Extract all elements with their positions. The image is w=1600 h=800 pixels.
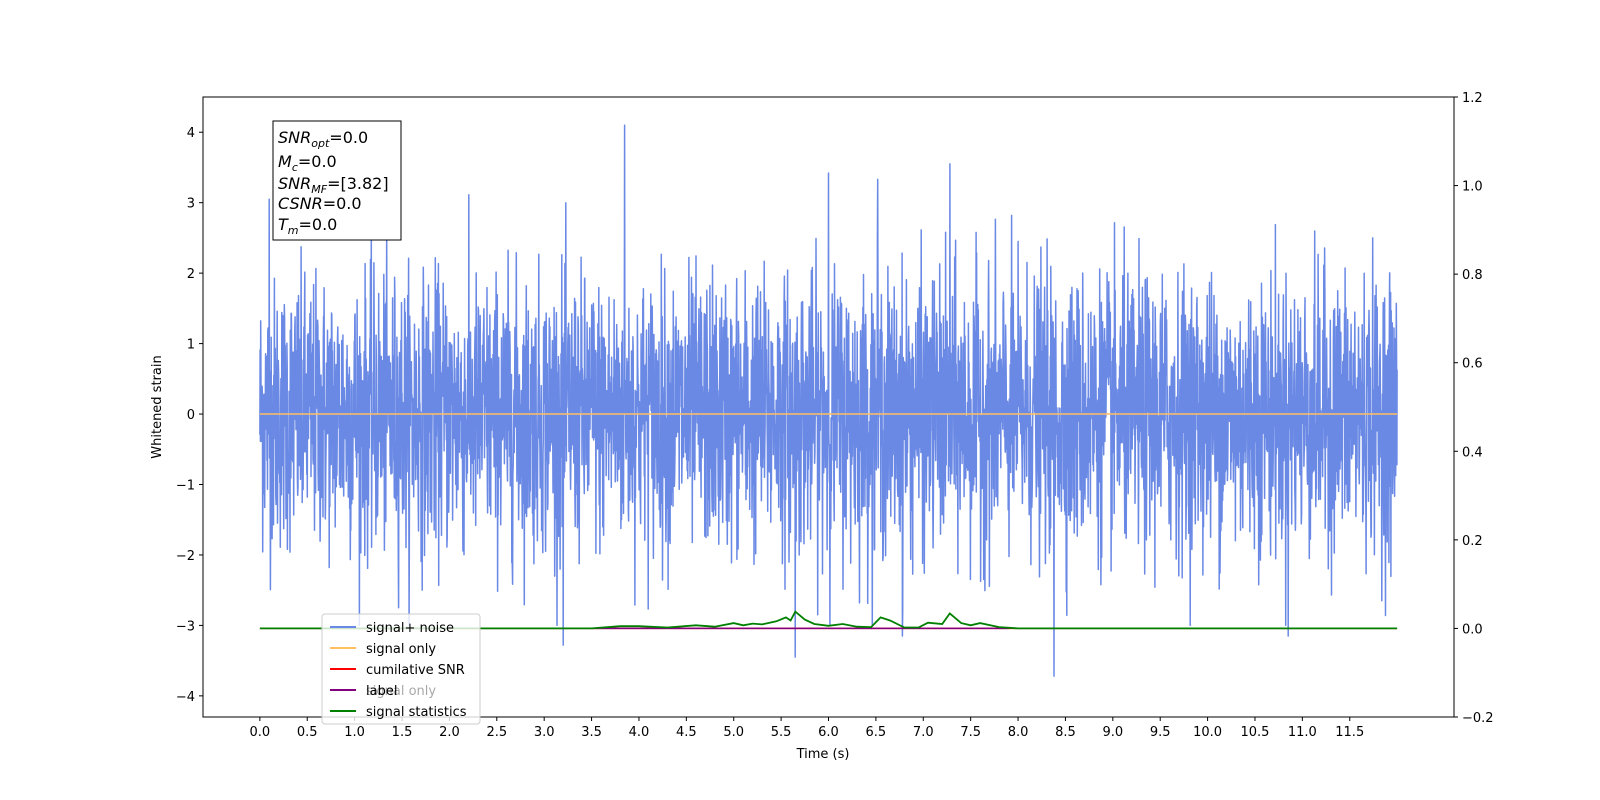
y-right-tick-label: 0.2 — [1462, 534, 1483, 549]
legend-label: cumilative SNR — [366, 663, 465, 678]
legend-overlay-text: signal only — [366, 684, 436, 699]
y-right-tick-label: 1.2 — [1462, 91, 1483, 106]
legend-label: signal statistics — [366, 705, 467, 720]
y-left-tick-label: 4 — [187, 126, 195, 141]
y-axis-left-label: Whitened strain — [150, 355, 165, 458]
y-left-tick-label: 1 — [187, 338, 195, 353]
y-right-tick-label: −0.2 — [1462, 711, 1494, 726]
x-tick-label: 3.0 — [534, 725, 555, 740]
info-tm: Tm=0.0 — [278, 215, 337, 237]
x-tick-label: 3.5 — [581, 725, 602, 740]
legend-label: signal only — [366, 642, 436, 657]
x-tick-label: 2.0 — [439, 725, 460, 740]
y-left-tick-label: 0 — [187, 408, 195, 423]
info-chirp-mass: Mc=0.0 — [278, 152, 337, 174]
plot-series — [259, 124, 1398, 677]
info-csnr: CSNR=0.0 — [278, 194, 362, 213]
x-tick-label: 1.0 — [344, 725, 365, 740]
x-tick-label: 0.5 — [297, 725, 318, 740]
y-axis-right: −0.2 0.0 0.2 0.4 0.6 0.8 1.0 1.2 — [1454, 91, 1494, 726]
x-tick-label: 10.0 — [1193, 725, 1222, 740]
x-tick-label: 5.5 — [771, 725, 792, 740]
x-tick-label: 4.5 — [676, 725, 697, 740]
series-signal-noise — [259, 124, 1398, 677]
y-right-tick-label: 0.4 — [1462, 445, 1483, 460]
legend-label: signal+ noise — [366, 621, 454, 636]
legend-label: label — [366, 684, 397, 699]
x-tick-label: 8.0 — [1008, 725, 1029, 740]
x-tick-label: 9.5 — [1150, 725, 1171, 740]
x-tick-label: 11.0 — [1288, 725, 1317, 740]
legend-frame — [321, 613, 481, 725]
y-right-tick-label: 1.0 — [1462, 180, 1483, 195]
info-snr-opt: SNRopt=0.0 — [278, 128, 368, 150]
x-tick-label: 7.0 — [913, 725, 934, 740]
y-left-tick-label: 2 — [187, 267, 195, 282]
y-right-tick-label: 0.0 — [1462, 622, 1483, 637]
series-signal-statistics — [259, 610, 1398, 630]
y-right-tick-label: 0.6 — [1462, 357, 1483, 372]
x-tick-label: 11.5 — [1335, 725, 1364, 740]
x-tick-label: 9.0 — [1102, 725, 1123, 740]
x-tick-label: 6.5 — [866, 725, 887, 740]
info-box: SNRopt=0.0 Mc=0.0 SNRMF=[3.82] CSNR=0.0 … — [272, 120, 402, 241]
x-tick-label: 2.5 — [486, 725, 507, 740]
x-tick-label: 4.0 — [629, 725, 650, 740]
y-left-tick-label: 3 — [187, 197, 195, 212]
x-tick-label: 6.0 — [818, 725, 839, 740]
y-right-tick-label: 0.8 — [1462, 268, 1483, 283]
y-left-tick-label: −2 — [176, 549, 195, 564]
y-left-tick-label: −1 — [176, 479, 195, 494]
x-tick-label: 10.5 — [1241, 725, 1270, 740]
x-tick-label: 7.5 — [960, 725, 981, 740]
info-snr-mf: SNRMF=[3.82] — [278, 174, 389, 196]
x-tick-label: 1.5 — [392, 725, 413, 740]
y-left-tick-label: −4 — [176, 690, 195, 705]
legend: signal only signal+ noise signal only cumi… — [321, 613, 481, 725]
x-tick-label: 8.5 — [1055, 725, 1076, 740]
info-box-frame — [272, 120, 402, 241]
x-tick-label: 0.0 — [250, 725, 271, 740]
x-axis: 0.0 0.5 1.0 1.5 2.0 2.5 3.0 3.5 4.0 4.5 5.0 5.5 6.0 6… — [250, 717, 1364, 740]
y-left-tick-label: −3 — [176, 619, 195, 634]
x-axis-label: Time (s) — [796, 747, 850, 762]
x-tick-label: 5.0 — [723, 725, 744, 740]
y-axis-left: −4 −3 −2 −1 0 1 2 3 4 — [176, 126, 203, 705]
